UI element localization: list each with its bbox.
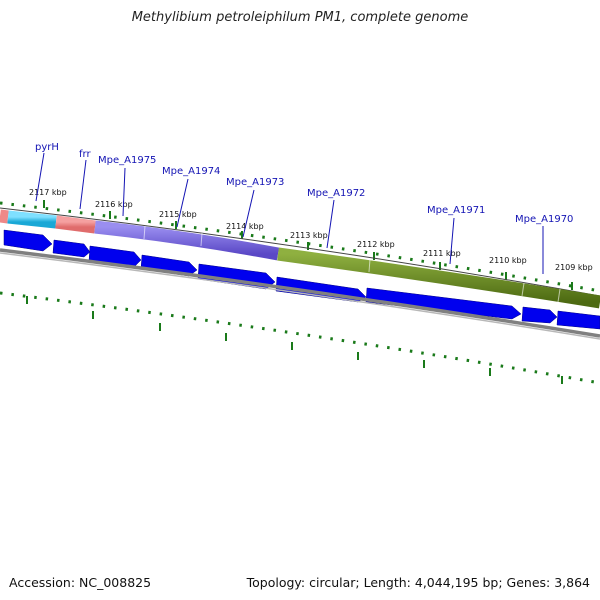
genome-backbone [0,248,600,338]
gene-leader-line [35,152,45,202]
gene-class-band [0,209,600,309]
gene-labels: pyrH frr Mpe_A1975 Mpe_A1974 Mpe_A1973 Mpe_A1… [35,142,573,274]
genome-backbone-shadow [0,252,600,340]
gene-label: Mpe_A1975 [98,155,156,166]
gene-label: Mpe_A1972 [307,188,365,199]
accession-text: Accession: NC_008825 [9,575,152,590]
gene-leader-line [176,178,189,228]
gene-label: Mpe_A1971 [427,205,485,216]
kbp-label: 2111 kbp [423,249,461,258]
cds-arrow [521,306,558,324]
kbp-label: 2113 kbp [290,231,328,240]
cds-arrow [3,229,53,252]
band-segment-unknown [0,209,9,224]
genome-summary-text: Topology: circular; Length: 4,044,195 bp… [246,575,590,590]
gene-leader-line [242,189,255,238]
band-segment-pyrH [7,210,57,229]
gene-leader-line [122,167,126,217]
band-segment-purple [94,220,280,261]
kbp-label: 2112 kbp [357,240,395,249]
kbp-label: 2115 kbp [159,210,197,219]
map-title: Methylibium petroleiphilum PM1, complete… [131,10,469,25]
cds-arrow [556,310,600,330]
kbp-label: 2116 kbp [95,200,133,209]
kbp-label: 2110 kbp [489,256,527,265]
kbp-labels: 2117 kbp 2116 kbp 2115 kbp 2114 kbp 2113 kbp… [29,188,593,272]
gene-label: Mpe_A1974 [162,166,220,177]
band-segment-frr [55,215,96,234]
major-ticks [26,200,573,384]
kbp-label: 2109 kbp [555,263,593,272]
band-edge [0,207,600,297]
gene-leader-line [326,199,335,249]
cds-arrow [52,239,91,258]
gene-leader-line [79,159,87,210]
gene-label: Mpe_A1970 [515,214,573,225]
gene-label: frr [79,149,91,160]
gene-label: Mpe_A1973 [226,177,284,188]
kbp-label: 2114 kbp [226,222,264,231]
gene-leader-line [449,217,455,265]
band-segment-olive [277,247,600,309]
kbp-label: 2117 kbp [29,188,67,197]
gene-label: pyrH [35,142,59,153]
